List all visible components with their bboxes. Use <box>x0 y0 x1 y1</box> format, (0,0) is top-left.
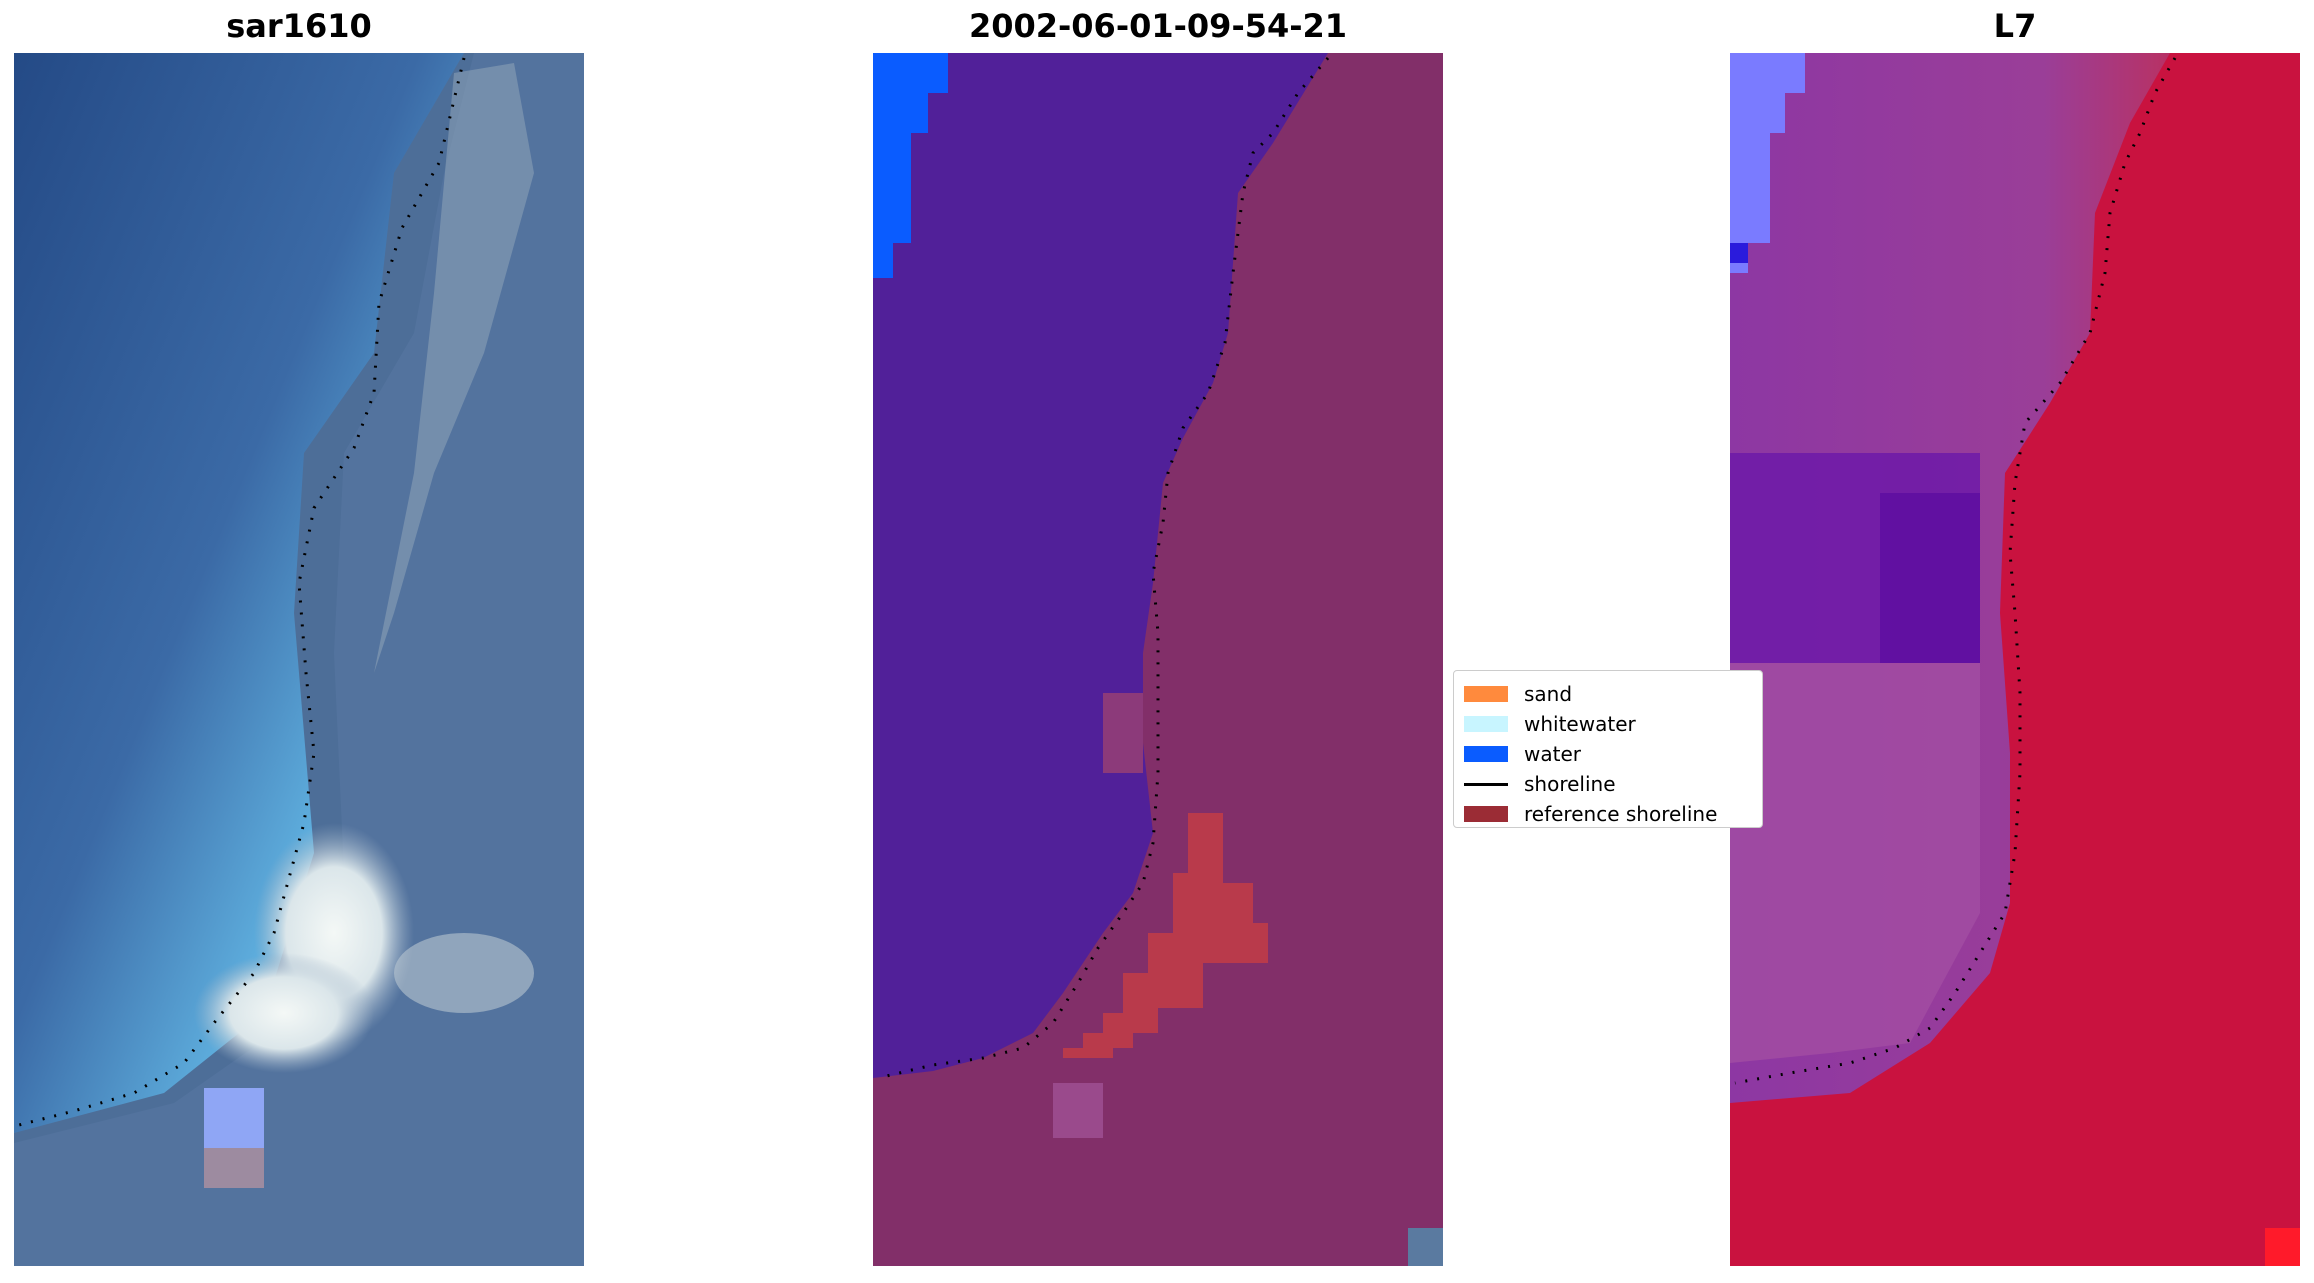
l7-image <box>1730 53 2300 1266</box>
legend-color-swatch <box>1464 686 1508 702</box>
legend-label: sand <box>1524 682 1573 706</box>
legend-entry: shoreline <box>1464 769 1752 799</box>
legend-label: water <box>1524 742 1581 766</box>
classified-image <box>873 53 1443 1266</box>
shoreline-l7 <box>1734 57 2177 1085</box>
legend-entry: water <box>1464 739 1752 769</box>
rgb-image-panel <box>14 53 584 1266</box>
legend-label: reference shoreline <box>1524 802 1718 826</box>
legend-entry: whitewater <box>1464 709 1752 739</box>
panel-title-classified: 2002-06-01-09-54-21 <box>968 7 1348 45</box>
l7-image-panel <box>1730 53 2300 1266</box>
rgb-image <box>14 53 584 1266</box>
panel-title-rgb: sar1610 <box>226 7 372 45</box>
legend-label: whitewater <box>1524 712 1636 736</box>
classified-image-panel <box>873 53 1443 1266</box>
legend-line-swatch <box>1464 782 1508 786</box>
legend-color-swatch <box>1464 746 1508 762</box>
legend-entry: reference shoreline <box>1464 799 1752 829</box>
legend: sand whitewater water shoreline reference sh… <box>1453 670 1763 828</box>
legend-entry: sand <box>1464 679 1752 709</box>
legend-color-swatch <box>1464 806 1508 822</box>
legend-label: shoreline <box>1524 772 1616 796</box>
panel-title-index: L7 <box>1993 7 2037 45</box>
legend-color-swatch <box>1464 716 1508 732</box>
